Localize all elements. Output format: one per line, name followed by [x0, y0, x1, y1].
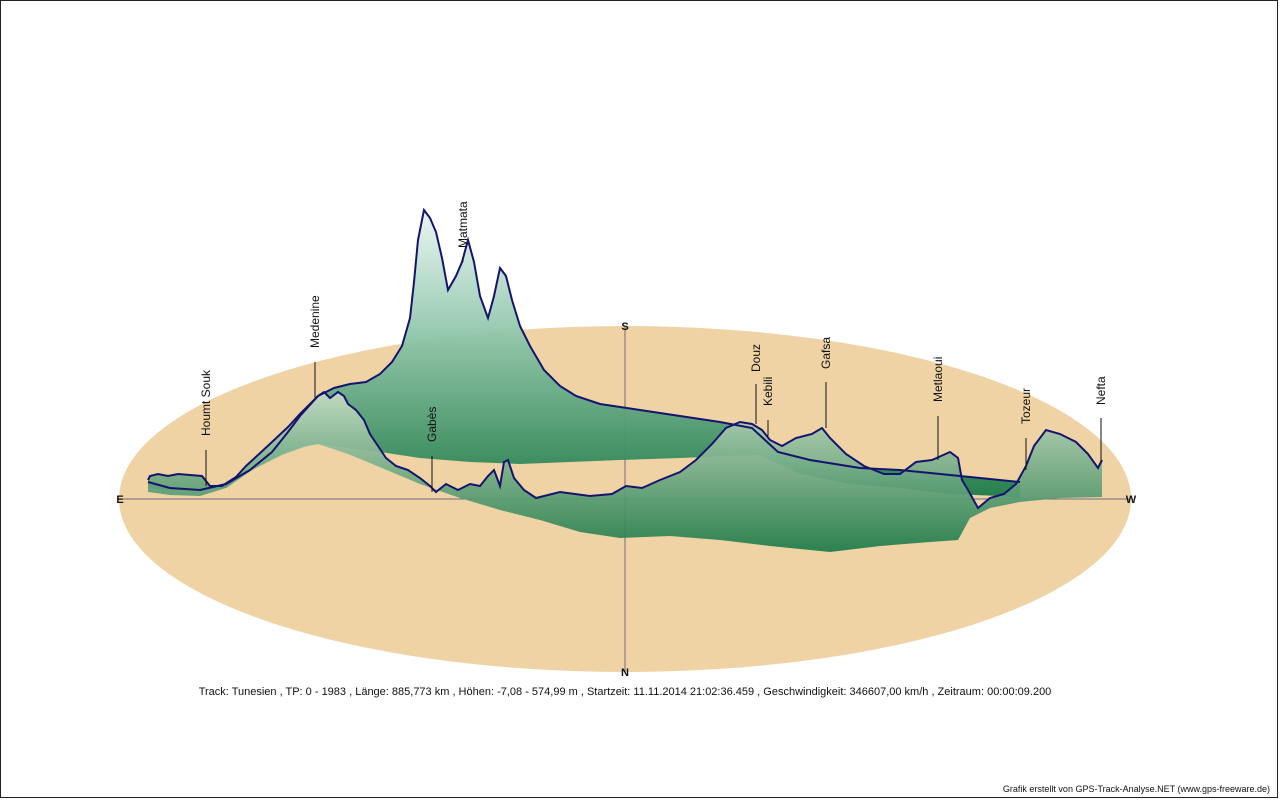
track-info: Track: Tunesien , TP: 0 - 1983 , Länge: … [198, 686, 1052, 698]
place-markers: Houmt Souk Medenine Gabès Matmata Douz Kebili… [199, 201, 1108, 492]
front-elevation-area [148, 392, 1102, 552]
place-label-5: Kebili [761, 377, 775, 406]
west-label: W [1126, 494, 1137, 506]
place-label-8: Tozeur [1019, 388, 1033, 424]
front-profile-line [147, 390, 1103, 510]
place-label-2: Gabès [425, 407, 439, 442]
place-label-1: Medenine [308, 295, 322, 348]
profile-lines [147, 207, 1103, 510]
place-label-3: Matmata [456, 201, 470, 248]
place-label-7: Metlaoui [931, 357, 945, 402]
place-label-0: Houmt Souk [199, 369, 213, 436]
place-label-9: Nefta [1094, 376, 1108, 405]
front-section-fill [148, 392, 1102, 552]
credit-text: Grafik erstellt von GPS-Track-Analyse.NE… [1002, 784, 1270, 794]
place-label-4: Douz [749, 344, 763, 372]
place-label-6: Gafsa [819, 337, 833, 369]
south-label: S [621, 321, 628, 333]
east-label: E [116, 494, 123, 506]
north-label: N [621, 667, 629, 679]
